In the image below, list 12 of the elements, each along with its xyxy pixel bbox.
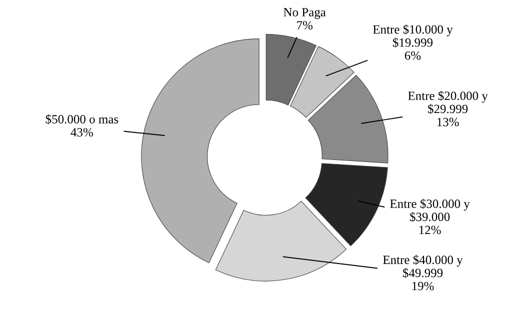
- slice-label: Entre $40.000 y $49.999: [383, 254, 463, 278]
- data-label: 12%: [419, 226, 441, 234]
- data-label: 43%: [70, 128, 93, 137]
- data-label: 7%: [297, 21, 313, 30]
- data-label: 19%: [412, 282, 434, 290]
- data-label: 13%: [437, 118, 459, 126]
- slice-label: $50.000 o mas: [46, 114, 118, 124]
- slice-label: No Paga: [284, 8, 326, 20]
- data-label: 6%: [404, 51, 421, 60]
- slice-label: Entre $30.000 y $39.000: [390, 198, 470, 222]
- slice-label: Entre $20.000 y $29.999: [408, 90, 488, 114]
- slice-label: Entre $10.000 y $19.999: [373, 24, 453, 48]
